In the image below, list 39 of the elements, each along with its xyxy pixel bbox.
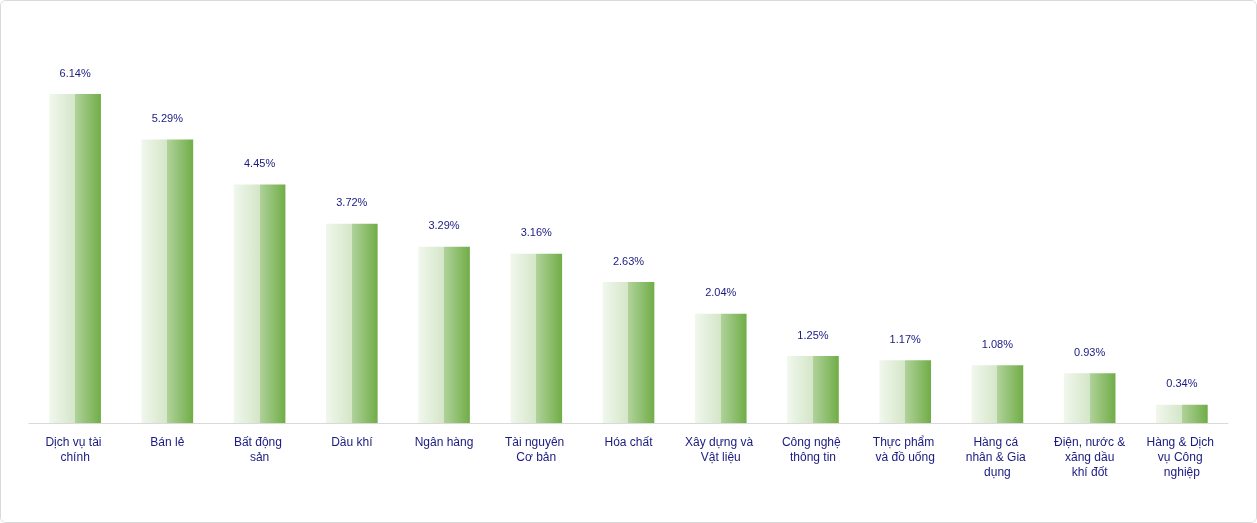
data-label: 1.25% [797, 328, 829, 341]
bar [141, 139, 194, 423]
x-tick-label: Hàng cá nhân & Gia dụng [965, 434, 1030, 479]
bar [1156, 404, 1208, 423]
data-label: 6.14% [59, 66, 91, 79]
data-label: 3.72% [336, 196, 368, 209]
x-tick-label: Bán lẻ [150, 434, 185, 449]
x-tick-label: Thực phẩm và đồ uống [872, 434, 938, 464]
x-tick-label: Bất động sản [233, 434, 286, 464]
data-label: 1.08% [981, 337, 1014, 350]
x-tick-label: Hàng & Dịch vụ Công nghiệp [1146, 434, 1218, 479]
data-label: 3.16% [520, 226, 553, 239]
x-tick-label: Dịch vụ tài chính [45, 434, 105, 464]
data-label: 3.29% [428, 219, 460, 232]
x-tick-label: Xây dựng và Vật liệu [685, 434, 757, 464]
data-label: 2.04% [705, 286, 737, 299]
x-tick-label: Công nghệ thông tin [781, 434, 844, 464]
data-label: 5.29% [151, 112, 184, 125]
data-label: 4.45% [243, 157, 276, 170]
bar [694, 313, 747, 423]
bar [787, 356, 839, 423]
x-tick-label: Điện, nước & xăng dầu khí đốt [1054, 434, 1126, 479]
x-tick-label: Tài nguyên Cơ bản [504, 434, 568, 464]
bar [879, 360, 932, 423]
bar [233, 184, 286, 423]
x-tick-label: Hóa chất [604, 434, 654, 449]
bar [418, 246, 470, 423]
bar [325, 223, 378, 423]
x-tick-label: Dầu khí [331, 434, 374, 449]
bar [1063, 373, 1116, 423]
data-label: 0.93% [1074, 345, 1106, 358]
x-tick-label: Ngân hàng [414, 434, 474, 449]
data-label: 2.63% [612, 254, 645, 267]
bar [971, 365, 1024, 423]
data-label: 1.17% [889, 332, 921, 345]
data-label: 0.34% [1166, 377, 1198, 390]
bar [602, 282, 655, 423]
bar [49, 94, 101, 423]
bar [510, 253, 563, 423]
